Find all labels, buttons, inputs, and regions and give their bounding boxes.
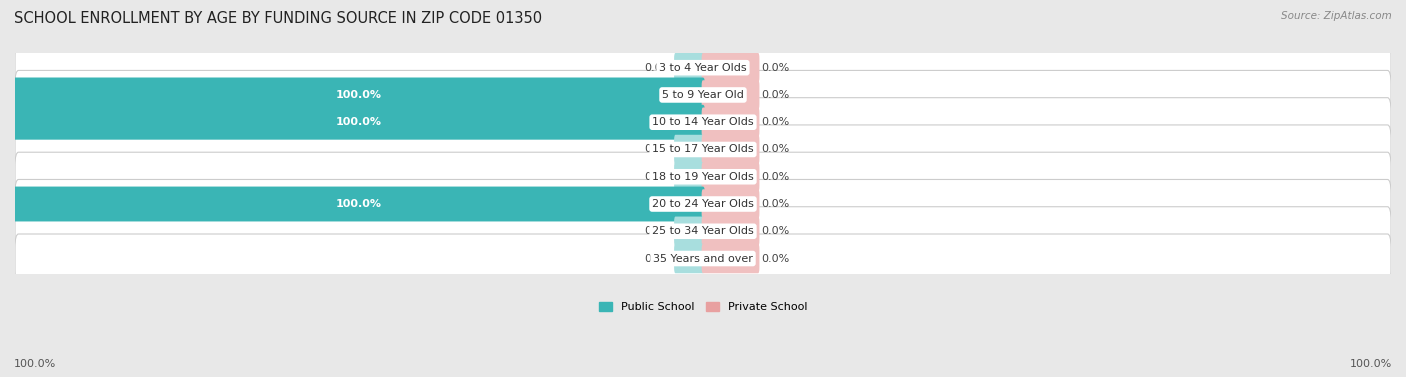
Text: 100.0%: 100.0% bbox=[336, 117, 382, 127]
Text: SCHOOL ENROLLMENT BY AGE BY FUNDING SOURCE IN ZIP CODE 01350: SCHOOL ENROLLMENT BY AGE BY FUNDING SOUR… bbox=[14, 11, 543, 26]
FancyBboxPatch shape bbox=[15, 43, 1391, 92]
Text: 15 to 17 Year Olds: 15 to 17 Year Olds bbox=[652, 144, 754, 155]
FancyBboxPatch shape bbox=[15, 125, 1391, 174]
FancyBboxPatch shape bbox=[13, 105, 704, 139]
Text: Source: ZipAtlas.com: Source: ZipAtlas.com bbox=[1281, 11, 1392, 21]
Text: 0.0%: 0.0% bbox=[762, 117, 790, 127]
Text: 0.0%: 0.0% bbox=[762, 90, 790, 100]
FancyBboxPatch shape bbox=[702, 80, 759, 110]
FancyBboxPatch shape bbox=[702, 244, 759, 273]
Text: 18 to 19 Year Olds: 18 to 19 Year Olds bbox=[652, 172, 754, 182]
Text: 35 Years and over: 35 Years and over bbox=[652, 254, 754, 264]
Text: 25 to 34 Year Olds: 25 to 34 Year Olds bbox=[652, 226, 754, 236]
Text: 100.0%: 100.0% bbox=[14, 359, 56, 369]
FancyBboxPatch shape bbox=[13, 78, 704, 112]
FancyBboxPatch shape bbox=[15, 98, 1391, 147]
Text: 0.0%: 0.0% bbox=[644, 226, 672, 236]
FancyBboxPatch shape bbox=[702, 107, 759, 137]
Text: 0.0%: 0.0% bbox=[762, 199, 790, 209]
FancyBboxPatch shape bbox=[702, 135, 759, 164]
Text: 0.0%: 0.0% bbox=[762, 144, 790, 155]
Text: 10 to 14 Year Olds: 10 to 14 Year Olds bbox=[652, 117, 754, 127]
FancyBboxPatch shape bbox=[702, 216, 759, 246]
FancyBboxPatch shape bbox=[15, 70, 1391, 120]
FancyBboxPatch shape bbox=[15, 179, 1391, 228]
Text: 0.0%: 0.0% bbox=[762, 226, 790, 236]
FancyBboxPatch shape bbox=[673, 244, 704, 273]
FancyBboxPatch shape bbox=[15, 234, 1391, 283]
Legend: Public School, Private School: Public School, Private School bbox=[595, 297, 811, 317]
FancyBboxPatch shape bbox=[673, 53, 704, 83]
Text: 0.0%: 0.0% bbox=[762, 63, 790, 73]
Text: 3 to 4 Year Olds: 3 to 4 Year Olds bbox=[659, 63, 747, 73]
FancyBboxPatch shape bbox=[15, 207, 1391, 256]
Text: 5 to 9 Year Old: 5 to 9 Year Old bbox=[662, 90, 744, 100]
Text: 0.0%: 0.0% bbox=[644, 144, 672, 155]
Text: 100.0%: 100.0% bbox=[1350, 359, 1392, 369]
FancyBboxPatch shape bbox=[15, 152, 1391, 201]
FancyBboxPatch shape bbox=[702, 189, 759, 219]
Text: 0.0%: 0.0% bbox=[762, 172, 790, 182]
FancyBboxPatch shape bbox=[702, 162, 759, 192]
Text: 0.0%: 0.0% bbox=[644, 254, 672, 264]
FancyBboxPatch shape bbox=[13, 187, 704, 221]
Text: 20 to 24 Year Olds: 20 to 24 Year Olds bbox=[652, 199, 754, 209]
Text: 0.0%: 0.0% bbox=[644, 172, 672, 182]
Text: 100.0%: 100.0% bbox=[336, 90, 382, 100]
Text: 0.0%: 0.0% bbox=[644, 63, 672, 73]
FancyBboxPatch shape bbox=[673, 216, 704, 246]
Text: 100.0%: 100.0% bbox=[336, 199, 382, 209]
Text: 0.0%: 0.0% bbox=[762, 254, 790, 264]
FancyBboxPatch shape bbox=[673, 162, 704, 192]
FancyBboxPatch shape bbox=[673, 135, 704, 164]
FancyBboxPatch shape bbox=[702, 53, 759, 83]
